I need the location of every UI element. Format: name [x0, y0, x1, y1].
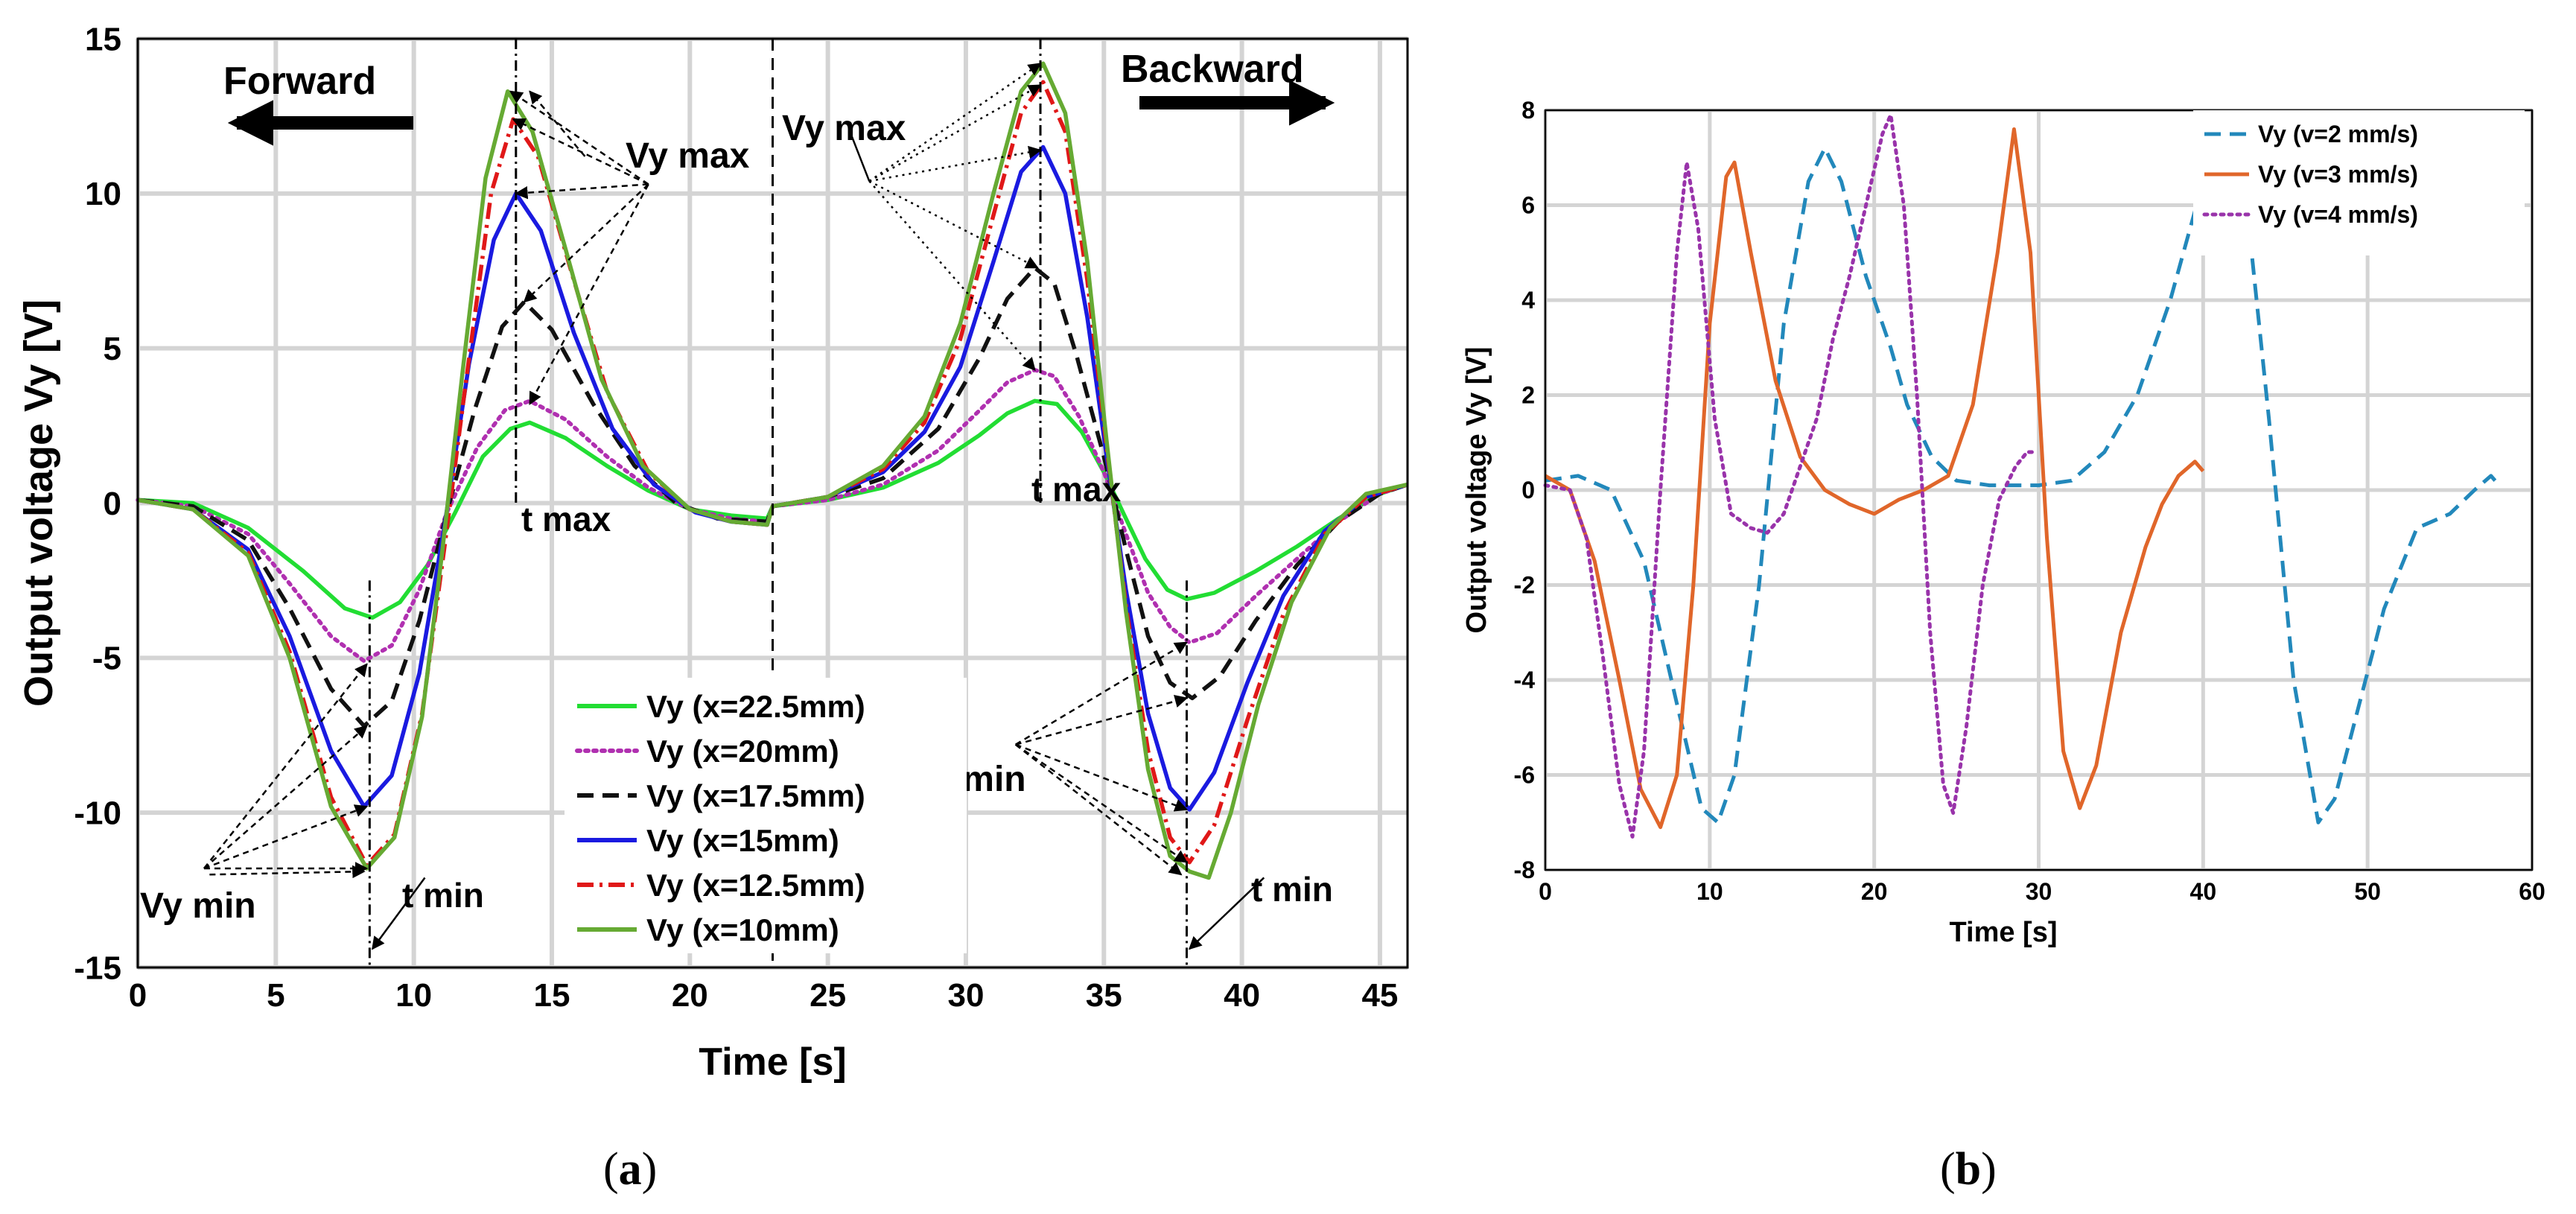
tmax-left-label: t max	[521, 500, 611, 538]
chart-b-xtick-label: 30	[2026, 878, 2052, 905]
chart-a-xtick-label: 0	[129, 977, 147, 1014]
chart-a-legend-box	[565, 678, 967, 953]
chart-a-xtick-label: 30	[947, 977, 984, 1014]
vymax-left-pointer	[529, 90, 586, 157]
chart-b-ytick-label: 2	[1521, 382, 1535, 409]
chart-b: 0 10 20 30 40 50 60 -8 -6 -4 -2 0 2 4 6 8 Time [s] Outp…	[1461, 97, 2545, 948]
chart-b-frame	[1544, 109, 2534, 871]
chart-b-xtick-label: 10	[1696, 878, 1723, 905]
chart-a-xtick-label: 25	[810, 977, 846, 1014]
chart-a-ytick-label: 10	[85, 176, 121, 212]
chart-b-series-line-1	[1545, 118, 2501, 824]
chart-a-legend: Vy (x=22.5mm) Vy (x=20mm) Vy (x=17.5mm) Vy …	[565, 678, 967, 953]
vymax-right-label: Vy max	[782, 109, 906, 148]
vymin-right-pointer	[1014, 743, 1183, 876]
chart-b-xlabel: Time [s]	[1949, 917, 2057, 948]
chart-a-xtick-label: 40	[1224, 977, 1260, 1014]
vymin-left-label: Vy min	[140, 886, 256, 926]
chart-a-xtick-label: 20	[672, 977, 708, 1014]
tmin-left-label: t min	[402, 876, 484, 915]
tmax-right-label: t max	[1031, 470, 1122, 509]
chart-b-ylabel: Output voltage Vy [V]	[1461, 347, 1492, 634]
chart-a-xtick-label: 15	[534, 977, 570, 1014]
chart-b-series-line-2	[1544, 127, 2205, 830]
chart-b-xtick-label: 50	[2354, 878, 2381, 905]
chart-a-ylabel: Output voltage Vy [V]	[16, 299, 61, 707]
chart-b-ytick-label: 4	[1521, 287, 1535, 314]
caption-a: (a)	[603, 1144, 658, 1195]
chart-b-xtick-label: 60	[2519, 878, 2545, 905]
chart-a-xlabel: Time [s]	[699, 1040, 846, 1084]
chart-a-legend-label-5: Vy (x=12.5mm)	[646, 868, 865, 903]
chart-b-series-line-3	[1543, 112, 2038, 839]
chart-b-ytick-label: -6	[1514, 762, 1535, 789]
vymin-right-pointer	[1015, 641, 1188, 746]
vymin-left-pointer	[203, 804, 369, 870]
chart-a-series-line-6	[137, 61, 1408, 880]
chart-b-xtick-label: 0	[1539, 878, 1552, 905]
vymin-left-pointer	[203, 663, 368, 869]
backward-label: Backward	[1121, 48, 1304, 91]
chart-a-legend-label-2: Vy (x=20mm)	[646, 734, 839, 769]
chart-b-legend-label-3: Vy (v=4 mm/s)	[2258, 201, 2418, 228]
vymax-left-pointer	[523, 183, 649, 303]
chart-a-xtick-label: 35	[1086, 977, 1122, 1014]
chart-a-ticks: 0 5 10 15 20 25 30 35 40 45 -15 -10 -5 0 5 10 15	[74, 21, 1398, 1014]
forward-label: Forward	[223, 60, 376, 103]
chart-b-ytick-label: 0	[1521, 477, 1535, 503]
chart-b-ytick-label: -4	[1514, 667, 1536, 693]
chart-b-series	[1543, 112, 2501, 839]
chart-b-legend-box	[2193, 110, 2525, 255]
chart-a-annotation-lines	[203, 39, 1265, 967]
chart-b-legend-label-2: Vy (v=3 mm/s)	[2258, 161, 2418, 188]
vymax-left-pointer	[509, 90, 649, 185]
vymax-right-pointer	[868, 63, 1042, 182]
chart-b-xtick-label: 40	[2190, 878, 2217, 905]
tmin-right-label: t min	[1251, 870, 1333, 909]
vymax-right-pointer	[868, 180, 1039, 269]
chart-a-annotations: Forward Backward Vy max Vy max t max t m…	[140, 39, 1335, 967]
vymax-right-pointer	[868, 180, 1036, 372]
chart-b-ytick-label: -8	[1514, 857, 1535, 883]
vymin-left-pointer	[209, 865, 366, 879]
chart-a-legend-label-3: Vy (x=17.5mm)	[646, 778, 865, 813]
chart-b-ticks: 0 10 20 30 40 50 60 -8 -6 -4 -2 0 2 4 6 8	[1514, 97, 2545, 905]
vymax-right-pointer	[869, 145, 1042, 182]
chart-a-ytick-label: -10	[74, 795, 121, 832]
chart-b-legend-label-1: Vy (v=2 mm/s)	[2258, 121, 2418, 147]
chart-b-ytick-label: 6	[1521, 192, 1535, 219]
vymax-left-label: Vy max	[626, 136, 750, 176]
tmin-right-leader	[1188, 877, 1265, 950]
vymin-left-pointer	[203, 725, 368, 869]
vymin-right-pointer	[1015, 695, 1189, 746]
chart-a-xtick-label: 45	[1361, 977, 1398, 1014]
chart-b-ytick-label: 8	[1521, 97, 1535, 124]
vymax-right-leader	[849, 131, 871, 182]
chart-a-ytick-label: -5	[92, 641, 121, 677]
chart-a-legend-label-4: Vy (x=15mm)	[646, 823, 839, 858]
chart-a-ytick-label: -15	[74, 950, 121, 986]
chart-a-xtick-label: 5	[267, 977, 284, 1014]
vymax-left-pointer	[512, 118, 649, 185]
chart-b-ytick-label: -2	[1514, 572, 1535, 599]
caption-b: (b)	[1940, 1144, 1997, 1195]
chart-a: 0 5 10 15 20 25 30 35 40 45 -15 -10 -5 0 5 10 15 Time [s…	[16, 21, 1410, 1084]
chart-a-ytick-label: 15	[85, 21, 121, 57]
tmin-left-leader	[372, 877, 426, 950]
chart-a-legend-label-1: Vy (x=22.5mm)	[646, 689, 865, 724]
chart-a-xtick-label: 10	[395, 977, 432, 1014]
chart-a-ytick-label: 0	[104, 486, 121, 522]
chart-b-xtick-label: 20	[1861, 878, 1888, 905]
chart-a-ytick-label: 5	[104, 331, 121, 367]
vymax-left-pointer	[515, 183, 649, 200]
chart-a-legend-label-6: Vy (x=10mm)	[646, 912, 839, 947]
chart-b-legend: Vy (v=2 mm/s) Vy (v=3 mm/s) Vy (v=4 mm/s)	[2193, 110, 2525, 255]
vymin-right-pointer	[1014, 743, 1188, 863]
